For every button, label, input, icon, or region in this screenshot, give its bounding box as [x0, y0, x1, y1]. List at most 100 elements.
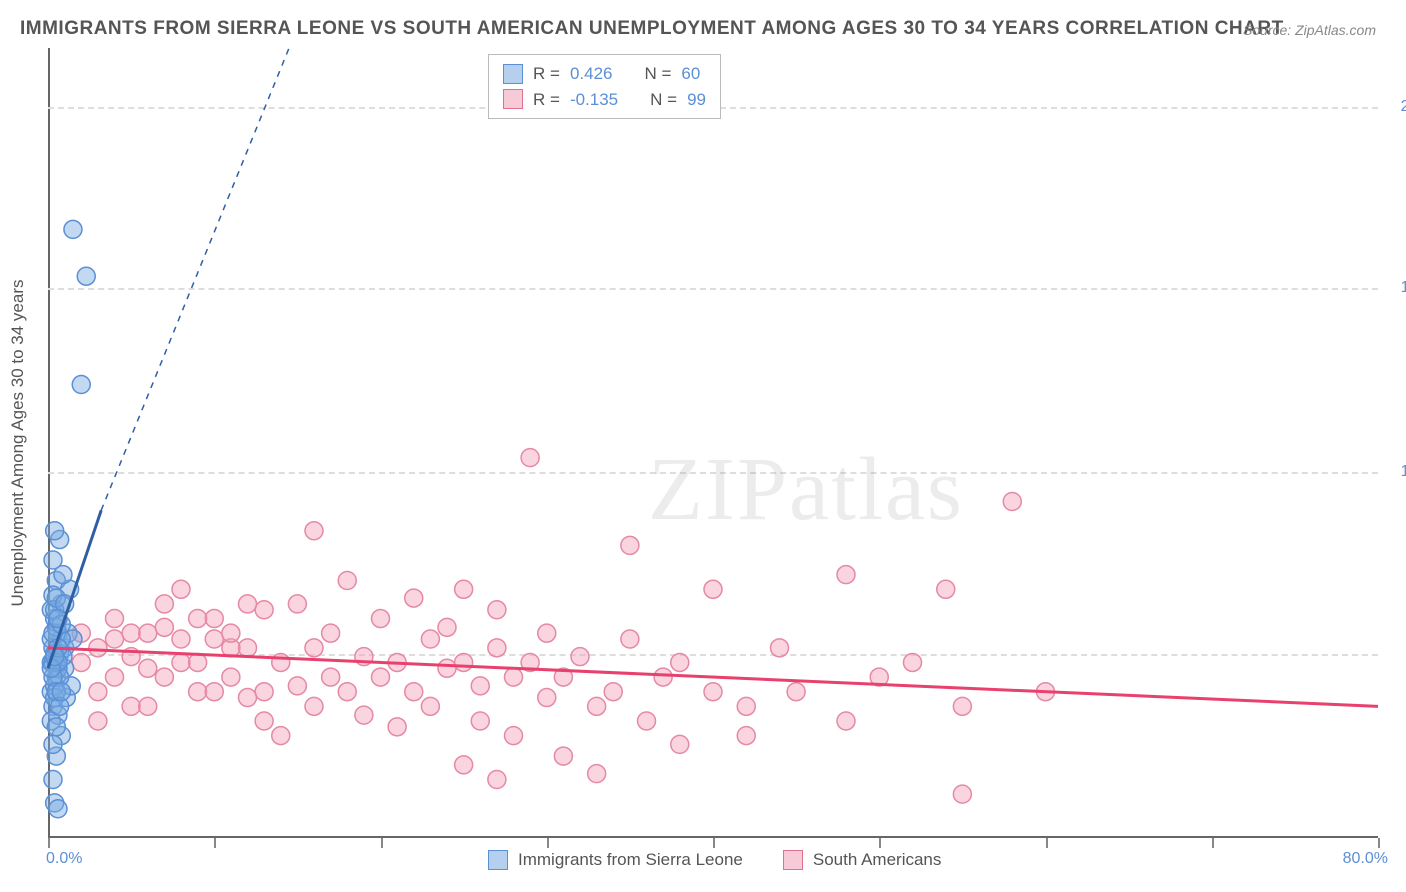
data-point	[372, 668, 390, 686]
x-axis-min-label: 0.0%	[46, 850, 82, 868]
data-point	[953, 697, 971, 715]
data-point	[255, 601, 273, 619]
data-point	[139, 624, 157, 642]
x-tick	[1046, 838, 1048, 848]
swatch-pink	[783, 850, 803, 870]
data-point	[1003, 493, 1021, 511]
data-point	[54, 566, 72, 584]
data-point	[89, 683, 107, 701]
y-tick-label: 18.8%	[1401, 279, 1406, 297]
data-point	[571, 648, 589, 666]
swatch-blue	[503, 64, 523, 84]
data-point	[937, 580, 955, 598]
data-point	[272, 727, 290, 745]
data-point	[471, 677, 489, 695]
x-tick	[1378, 838, 1380, 848]
data-point	[72, 375, 90, 393]
data-point	[421, 697, 439, 715]
data-point	[538, 624, 556, 642]
data-point	[272, 653, 290, 671]
legend-label-pink: South Americans	[813, 850, 942, 870]
series-legend: Immigrants from Sierra Leone South Ameri…	[488, 850, 941, 870]
data-point	[155, 618, 173, 636]
x-tick	[381, 838, 383, 848]
data-point	[122, 697, 140, 715]
data-point	[604, 683, 622, 701]
data-point	[46, 522, 64, 540]
data-point	[205, 630, 223, 648]
data-point	[155, 668, 173, 686]
data-point	[52, 683, 70, 701]
x-tick	[1212, 838, 1214, 848]
data-point	[588, 697, 606, 715]
r-label: R =	[533, 87, 560, 113]
data-point	[122, 624, 140, 642]
data-point	[953, 785, 971, 803]
data-point	[64, 220, 82, 238]
legend-item-blue: Immigrants from Sierra Leone	[488, 850, 743, 870]
data-point	[255, 712, 273, 730]
plot-area: 6.3%12.5%18.8%25.0% Unemployment Among A…	[48, 48, 1378, 838]
data-point	[222, 624, 240, 642]
data-point	[787, 683, 805, 701]
chart-title: IMMIGRANTS FROM SIERRA LEONE VS SOUTH AM…	[20, 18, 1284, 40]
data-point	[205, 683, 223, 701]
data-point	[239, 639, 257, 657]
y-axis-title: Unemployment Among Ages 30 to 34 years	[8, 280, 28, 607]
data-point	[438, 618, 456, 636]
data-point	[44, 770, 62, 788]
data-point	[49, 800, 67, 818]
data-point	[305, 522, 323, 540]
n-label: N =	[650, 87, 677, 113]
x-tick	[879, 838, 881, 848]
trendline-blue-dashed	[101, 48, 289, 510]
data-point	[621, 536, 639, 554]
data-point	[554, 747, 572, 765]
x-tick	[547, 838, 549, 848]
swatch-pink	[503, 89, 523, 109]
data-point	[671, 653, 689, 671]
data-point	[255, 683, 273, 701]
data-point	[189, 683, 207, 701]
data-point	[205, 610, 223, 628]
data-point	[305, 639, 323, 657]
data-point	[139, 697, 157, 715]
n-value-blue: 60	[681, 61, 700, 87]
data-point	[172, 580, 190, 598]
data-point	[654, 668, 672, 686]
data-point	[704, 580, 722, 598]
data-point	[405, 683, 423, 701]
data-point	[621, 630, 639, 648]
data-point	[172, 630, 190, 648]
data-point	[106, 668, 124, 686]
data-point	[638, 712, 656, 730]
data-point	[77, 267, 95, 285]
data-point	[455, 756, 473, 774]
data-point	[139, 659, 157, 677]
data-point	[488, 770, 506, 788]
data-point	[438, 659, 456, 677]
data-point	[455, 580, 473, 598]
legend-row-pink: R = -0.135 N = 99	[503, 87, 706, 113]
data-point	[47, 718, 65, 736]
x-tick	[214, 838, 216, 848]
data-point	[189, 610, 207, 628]
source-attribution: Source: ZipAtlas.com	[1243, 22, 1376, 38]
data-point	[737, 727, 755, 745]
data-point	[222, 668, 240, 686]
y-tick-label: 12.5%	[1401, 463, 1406, 481]
data-point	[737, 697, 755, 715]
data-point	[322, 624, 340, 642]
data-point	[288, 595, 306, 613]
data-point	[72, 653, 90, 671]
data-point	[505, 668, 523, 686]
data-point	[837, 712, 855, 730]
data-point	[106, 610, 124, 628]
data-point	[837, 566, 855, 584]
legend-item-pink: South Americans	[783, 850, 942, 870]
y-tick-label: 25.0%	[1401, 98, 1406, 116]
data-point	[521, 449, 539, 467]
data-point	[421, 630, 439, 648]
data-point	[455, 653, 473, 671]
data-point	[89, 712, 107, 730]
